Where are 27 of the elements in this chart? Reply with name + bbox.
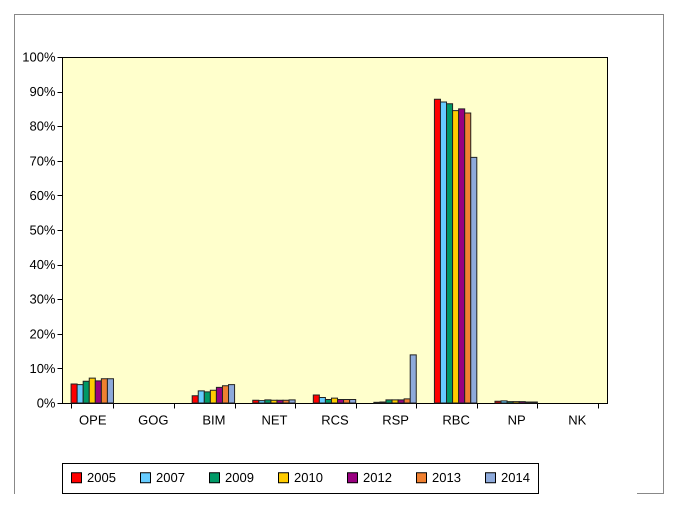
x-tick-label: RSP: [382, 412, 409, 428]
legend-label: 2009: [225, 470, 254, 485]
y-tick-label: 70%: [29, 153, 56, 168]
y-tick-label: 50%: [29, 222, 56, 238]
x-tick-label: NK: [568, 412, 587, 428]
y-tick-label: 20%: [29, 326, 56, 342]
legend-label: 2007: [156, 470, 185, 485]
y-tick-label: 100%: [22, 50, 56, 64]
legend-label: 2005: [87, 470, 116, 485]
y-tick-label: 80%: [29, 118, 56, 134]
x-tick-label: GOG: [138, 412, 169, 428]
y-tick-label: 40%: [29, 257, 56, 272]
y-tick-label: 60%: [29, 188, 56, 203]
y-tick-label: 90%: [29, 84, 56, 100]
legend-label: 2014: [501, 470, 530, 485]
legend-label: 2012: [363, 470, 392, 485]
x-tick-label: RBC: [442, 412, 470, 428]
legend-label: 2013: [432, 470, 461, 485]
x-tick-label: OPE: [79, 412, 107, 428]
x-tick-label: NET: [261, 412, 288, 428]
x-tick-label: RCS: [321, 412, 350, 428]
legend-label: 2010: [294, 470, 323, 485]
y-tick-label: 30%: [29, 292, 56, 307]
x-tick-label: NP: [508, 412, 526, 428]
y-tick-label: 10%: [29, 360, 56, 376]
x-tick-label: BIM: [202, 412, 226, 428]
y-tick-label: 0%: [36, 396, 56, 410]
